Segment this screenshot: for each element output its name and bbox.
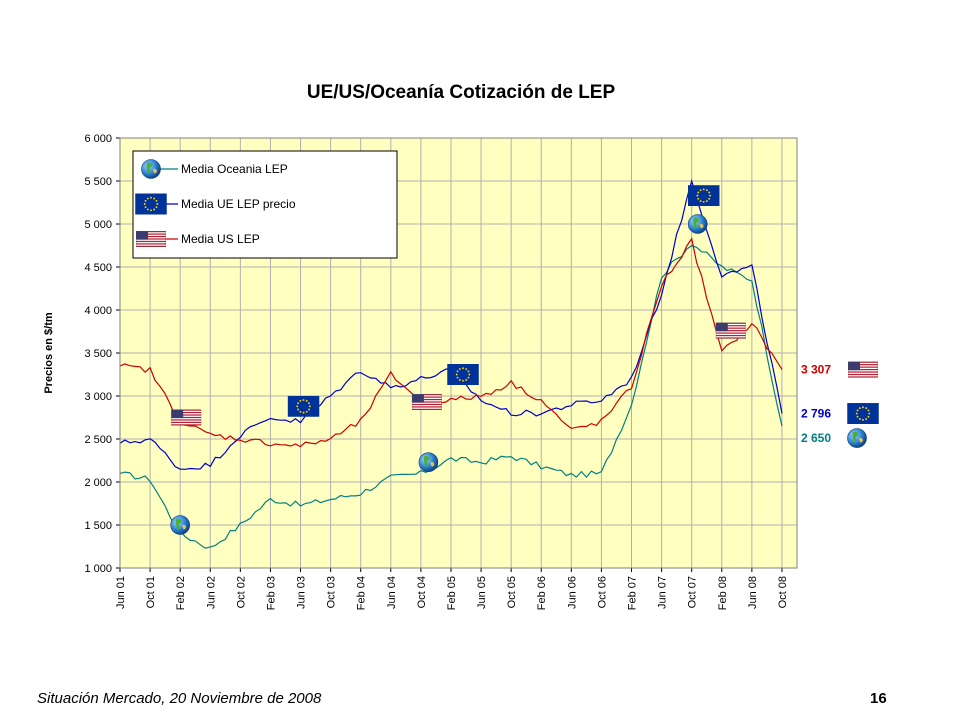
- legend: Media Oceania LEP Media UE LEP precio Medi…: [132, 150, 398, 259]
- y-tick-label: 3 500: [84, 348, 112, 360]
- y-tick-label: 2 000: [84, 477, 112, 489]
- end-value-label: 3 307: [801, 363, 831, 377]
- y-tick-label: 5 000: [84, 219, 112, 231]
- end-value-label: 2 796: [801, 407, 831, 421]
- y-tick-label: 1 500: [84, 520, 112, 532]
- x-tick-label: Jun 02: [205, 576, 217, 609]
- footer-source: Situación Mercado, 20 Noviembre de 2008: [37, 690, 322, 707]
- y-tick-label: 4 500: [84, 262, 112, 274]
- plot-border: [119, 137, 798, 569]
- y-tick-label: 1 000: [84, 563, 112, 575]
- eu-flag-icon: [447, 364, 479, 385]
- x-tick-label: Feb 07: [627, 576, 639, 610]
- eu-flag-icon: [687, 185, 720, 207]
- globe-icon: [687, 214, 708, 234]
- end-value-label: 2 650: [801, 431, 831, 445]
- y-tick-label: 4 000: [84, 305, 112, 317]
- x-tick-label: Feb 05: [446, 576, 458, 610]
- x-tick-label: Jun 07: [657, 576, 669, 609]
- us-flag-icon: [411, 394, 442, 411]
- us-flag-icon: [136, 231, 166, 247]
- x-tick-label: Jun 06: [566, 576, 578, 609]
- x-tick-label: Feb 04: [356, 576, 368, 610]
- us-flag-icon: [848, 361, 878, 378]
- series-line-2: [119, 237, 783, 448]
- x-tick-label: Oct 04: [416, 576, 428, 608]
- x-tick-label: Jun 05: [476, 576, 488, 609]
- x-tick-label: Oct 06: [596, 576, 608, 608]
- x-tick-label: Jun 03: [296, 576, 308, 609]
- x-tick-label: Oct 03: [326, 576, 338, 608]
- eu-flag-icon: [287, 395, 320, 417]
- x-tick-label: Oct 08: [777, 576, 789, 608]
- end-labels: 2 650 2 796 3 307: [801, 361, 879, 449]
- series-line-0: [119, 244, 783, 549]
- eu-flag-icon: [135, 193, 167, 215]
- y-tick-label: 3 000: [84, 391, 112, 403]
- x-tick-label: Feb 02: [175, 576, 187, 610]
- x-tick-label: Feb 08: [717, 576, 729, 610]
- x-tick-label: Oct 01: [145, 576, 157, 608]
- x-tick-label: Oct 02: [235, 576, 247, 608]
- price-chart: UE/US/Oceanía Cotización de LEP 1 000 1 5…: [43, 82, 879, 610]
- globe-icon: [847, 428, 867, 449]
- y-tick-label: 5 500: [84, 176, 112, 188]
- page-number: 16: [870, 690, 887, 707]
- globe-icon: [170, 515, 191, 535]
- chart-title: UE/US/Oceanía Cotización de LEP: [307, 82, 616, 103]
- eu-flag-icon: [847, 403, 879, 425]
- us-flag-icon: [715, 322, 746, 339]
- globe-icon: [418, 452, 439, 473]
- x-tick-label: Oct 07: [687, 576, 699, 608]
- y-tick-label: 2 500: [84, 434, 112, 446]
- y-axis: 1 000 1 500 2 000 2 500 3 000 3 500 4 000 4 500…: [84, 133, 120, 575]
- y-axis-label: Precios en $/tm: [43, 312, 55, 394]
- legend-label: Media Oceania LEP: [181, 162, 288, 176]
- legend-label: Media US LEP: [181, 232, 260, 246]
- x-axis: Jun 01 Oct 01 Feb 02 Jun 02 Oct 02 Feb 03 Jun …: [115, 568, 789, 610]
- legend-label: Media UE LEP precio: [181, 197, 296, 211]
- x-tick-label: Jun 01: [115, 576, 127, 609]
- x-tick-label: Feb 03: [265, 576, 277, 610]
- y-tick-label: 6 000: [84, 133, 112, 145]
- x-tick-label: Feb 06: [536, 576, 548, 610]
- x-tick-label: Jun 08: [747, 576, 759, 609]
- x-tick-label: Jun 04: [386, 576, 398, 609]
- us-flag-icon: [171, 409, 202, 426]
- globe-icon: [141, 159, 161, 179]
- x-tick-label: Oct 05: [506, 576, 518, 608]
